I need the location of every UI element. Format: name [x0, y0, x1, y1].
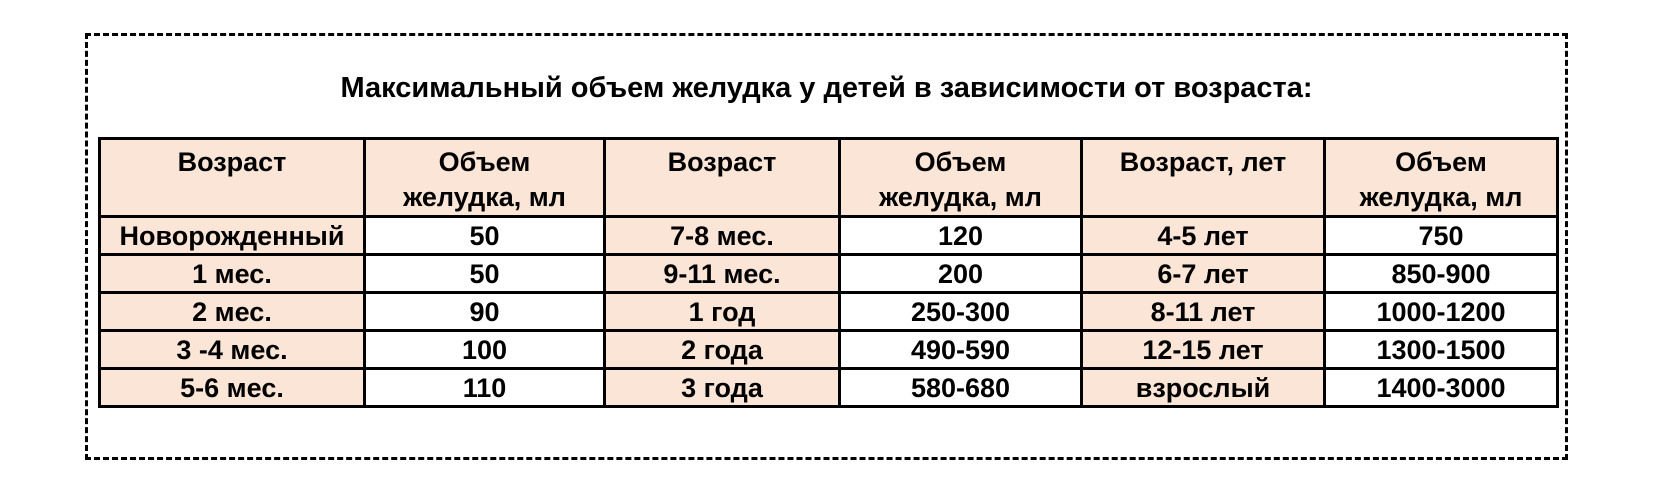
column-header-line: Возраст	[667, 147, 777, 177]
table-row: 2 мес. 90 1 год 250-300 8-11 лет 1000-1200	[98, 291, 1559, 332]
volume-cell: 490-590	[838, 329, 1083, 370]
column-header-line: Возраст	[177, 147, 287, 177]
age-cell: 3 -4 мес.	[98, 329, 366, 370]
table-row: 5-6 мес. 110 3 года 580-680 взрослый 1400-300…	[98, 367, 1559, 408]
column-header-line: Возраст, лет	[1119, 147, 1287, 177]
age-cell: Новорожденный	[98, 215, 366, 256]
volume-cell: 110	[363, 367, 606, 408]
age-cell: 12-15 лет	[1080, 329, 1326, 370]
age-cell: взрослый	[1080, 367, 1326, 408]
column-header: Возраст	[603, 137, 841, 218]
stomach-volume-table-container: Возраст Объем желудка, мл Возраст Объем желуд…	[98, 137, 1559, 408]
age-cell: 1 год	[603, 291, 841, 332]
age-cell: 2 года	[603, 329, 841, 370]
volume-cell: 1400-3000	[1323, 367, 1559, 408]
page-title: Максимальный объем желудка у детей в зав…	[340, 72, 1313, 104]
column-header-line: желудка, мл	[1359, 182, 1523, 212]
header-row: Возраст Объем желудка, мл Возраст Объем желуд…	[98, 137, 1559, 218]
volume-cell: 50	[363, 253, 606, 294]
age-cell: 8-11 лет	[1080, 291, 1326, 332]
stomach-volume-table: Возраст Объем желудка, мл Возраст Объем желуд…	[98, 137, 1559, 408]
column-header-line: Объем	[914, 147, 1007, 177]
column-header: Возраст, лет	[1080, 137, 1326, 218]
column-header: Объем желудка, мл	[838, 137, 1083, 218]
table-row: Новорожденный 50 7-8 мес. 120 4-5 лет 750	[98, 215, 1559, 256]
volume-cell: 250-300	[838, 291, 1083, 332]
volume-cell: 850-900	[1323, 253, 1559, 294]
volume-cell: 200	[838, 253, 1083, 294]
age-cell: 7-8 мес.	[603, 215, 841, 256]
volume-cell: 580-680	[838, 367, 1083, 408]
volume-cell: 50	[363, 215, 606, 256]
volume-cell: 120	[838, 215, 1083, 256]
age-cell: 5-6 мес.	[98, 367, 366, 408]
dashed-frame: Максимальный объем желудка у детей в зав…	[85, 33, 1568, 460]
table-body: Новорожденный 50 7-8 мес. 120 4-5 лет 750 1 ме…	[98, 215, 1559, 408]
volume-cell: 100	[363, 329, 606, 370]
age-cell: 2 мес.	[98, 291, 366, 332]
volume-cell: 1300-1500	[1323, 329, 1559, 370]
age-cell: 4-5 лет	[1080, 215, 1326, 256]
table-row: 3 -4 мес. 100 2 года 490-590 12-15 лет 1300-1…	[98, 329, 1559, 370]
volume-cell: 90	[363, 291, 606, 332]
column-header: Объем желудка, мл	[363, 137, 606, 218]
column-header: Возраст	[98, 137, 366, 218]
volume-cell: 1000-1200	[1323, 291, 1559, 332]
column-header-line: желудка, мл	[879, 182, 1042, 212]
age-cell: 6-7 лет	[1080, 253, 1326, 294]
age-cell: 1 мес.	[98, 253, 366, 294]
column-header-line: желудка, мл	[403, 182, 566, 212]
age-cell: 9-11 мес.	[603, 253, 841, 294]
column-header: Объем желудка, мл	[1323, 137, 1559, 218]
volume-cell: 750	[1323, 215, 1559, 256]
age-cell: 3 года	[603, 367, 841, 408]
column-header-line: Объем	[438, 147, 531, 177]
table-header-row: Возраст Объем желудка, мл Возраст Объем желуд…	[98, 137, 1559, 218]
table-row: 1 мес. 50 9-11 мес. 200 6-7 лет 850-900	[98, 253, 1559, 294]
column-header-line: Объем	[1395, 147, 1487, 177]
